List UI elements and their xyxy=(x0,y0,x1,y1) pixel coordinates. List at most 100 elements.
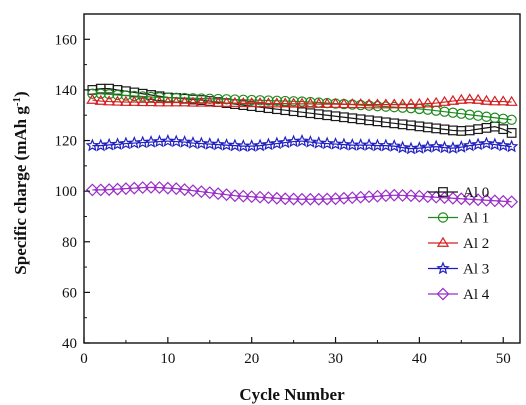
series-al-3-point xyxy=(504,139,519,153)
series-al-1-point xyxy=(120,90,132,101)
series-al-2-point xyxy=(320,97,334,108)
series-al-4-point xyxy=(396,189,410,202)
series-al-2-point xyxy=(463,93,476,104)
series-al-1-point xyxy=(145,91,157,103)
series-al-4-point xyxy=(295,192,309,206)
series-al-2-point xyxy=(438,95,451,106)
series-al-1-point xyxy=(103,89,115,100)
legend-item-al-1-label: Al 1 xyxy=(463,211,489,227)
series-al-2-point xyxy=(253,97,267,108)
series-al-2-point xyxy=(270,97,284,108)
series-al-3-point xyxy=(479,136,494,150)
legend-item-al-3-marker xyxy=(436,261,450,275)
series-al-4-point xyxy=(169,182,183,196)
x-tick-label: 30 xyxy=(328,351,343,367)
legend-item-al-2-marker xyxy=(436,236,450,247)
series-al-4-point xyxy=(446,191,460,205)
series-al-4-point xyxy=(463,192,477,206)
series-al-4-point xyxy=(161,181,175,195)
y-tick-label: 80 xyxy=(62,235,77,251)
series-al-1-point xyxy=(112,89,123,101)
series-al-4-point xyxy=(85,183,99,197)
series-al-4-point xyxy=(220,188,233,202)
series-al-4-point xyxy=(262,191,275,205)
series-al-1-point xyxy=(439,106,450,117)
series-al-2-point xyxy=(362,98,376,109)
series-al-3-point xyxy=(496,138,510,152)
series-al-4-point xyxy=(245,190,259,204)
series-al-4-point xyxy=(421,190,435,204)
series-al-4-point xyxy=(404,189,418,203)
series-al-2-point xyxy=(421,97,434,108)
series-al-1-point xyxy=(280,95,291,107)
series-al-1-point xyxy=(154,92,165,103)
series-al-2-point xyxy=(144,96,158,107)
series-al-2-point xyxy=(295,97,309,108)
series-al-1-point xyxy=(506,114,517,125)
x-tick-label: 0 xyxy=(80,351,88,367)
series-al-3-point xyxy=(177,135,192,148)
series-al-4-point xyxy=(480,193,493,207)
series-al-2-point xyxy=(119,95,133,106)
series-al-2-point xyxy=(94,94,107,105)
series-al-2-point xyxy=(186,96,200,107)
series-al-4-point xyxy=(253,190,267,204)
series-al-2-point xyxy=(237,97,250,108)
series-al-2-point xyxy=(455,93,468,104)
legend-item-al-1-marker xyxy=(437,212,449,223)
series-al-2-point xyxy=(220,96,233,107)
series-al-2-point xyxy=(228,96,242,107)
x-axis-title: Cycle Number xyxy=(239,385,345,404)
series-al-3-point xyxy=(395,140,410,154)
y-tick-label: 40 xyxy=(62,336,77,352)
series-al-1-point xyxy=(464,109,475,120)
series-al-1-point xyxy=(87,88,98,99)
axes: 0 10 20 30 40 50 40 60 80 100 120 140 160 xyxy=(55,13,521,367)
series-al-2-point xyxy=(446,94,460,105)
y-tick-label: 60 xyxy=(62,285,77,301)
series-al-2-point xyxy=(304,97,317,108)
series-al-4-point xyxy=(186,184,200,198)
series-al-4-point xyxy=(488,194,502,208)
legend-item-al-0: Al 0 xyxy=(428,185,489,201)
series-al-4-point xyxy=(178,183,192,197)
series-al-1-point xyxy=(489,112,501,123)
series-al-2-point xyxy=(111,95,124,106)
series-al-4-point xyxy=(278,192,292,206)
series-al-4-point xyxy=(144,180,158,194)
series-al-2-point xyxy=(203,96,216,107)
x-tick-label: 40 xyxy=(412,351,427,367)
y-tick-label: 160 xyxy=(55,32,78,48)
series-al-2-point xyxy=(388,98,401,109)
svg-text:Specific charge (mAh g-1): Specific charge (mAh g-1) xyxy=(11,91,30,274)
series-al-2-point xyxy=(497,95,510,106)
series-al-1-point xyxy=(263,95,274,106)
series-al-2-point xyxy=(170,96,183,107)
plot-frame xyxy=(83,13,521,344)
legend-item-al-1: Al 1 xyxy=(428,211,489,227)
series-al-1-point xyxy=(288,96,299,107)
series-al-2-point xyxy=(413,97,426,108)
series-al-2-point xyxy=(354,98,367,109)
legend-item-al-2: Al 2 xyxy=(428,236,489,252)
series-al-1-point xyxy=(296,96,308,107)
y-axis-title-close: ) xyxy=(11,91,30,97)
series-al-1-point xyxy=(498,113,509,124)
series-al-2-point xyxy=(371,98,384,109)
legend: Al 0 Al 1 Al 2 Al 3 Al 4 xyxy=(428,185,490,303)
series-al-4-point xyxy=(471,193,485,207)
series-al-1-point xyxy=(422,104,433,115)
legend-item-al-4-marker xyxy=(436,287,450,301)
series-al-2-point xyxy=(346,98,359,109)
series-al-3-point xyxy=(429,139,443,153)
series-al-4-point xyxy=(454,192,468,206)
legend-item-al-0-marker xyxy=(438,187,448,197)
series-al-2-point xyxy=(329,97,342,108)
legend-item-al-2-label: Al 2 xyxy=(463,236,489,252)
series-al-1-point xyxy=(271,95,283,107)
series-al-2-point xyxy=(279,97,292,108)
series-al-2-point xyxy=(480,94,493,105)
series-al-4-point xyxy=(203,186,217,200)
series-al-4 xyxy=(85,180,519,209)
series-al-4-point xyxy=(429,190,443,204)
